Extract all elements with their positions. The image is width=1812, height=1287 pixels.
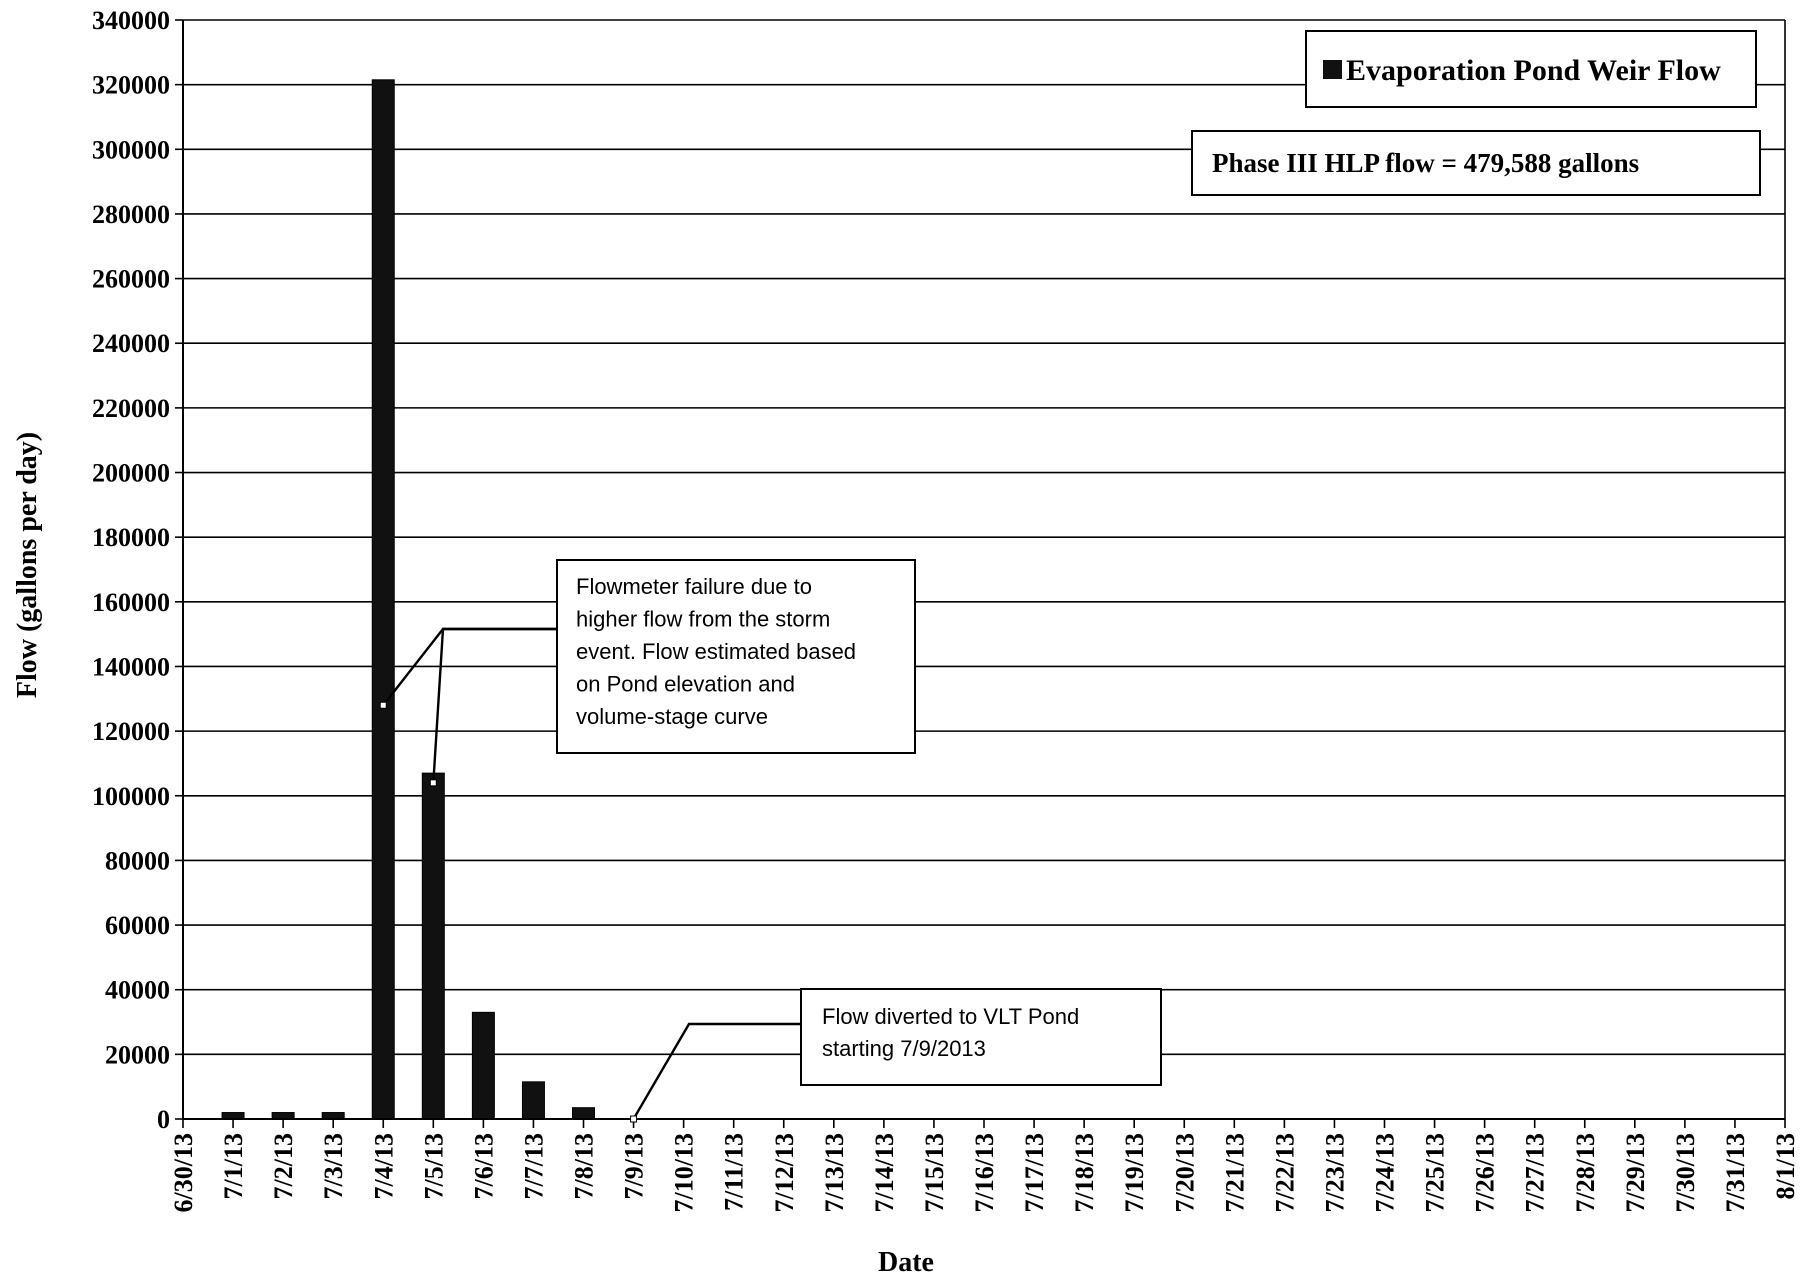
x-tick-label: 7/2/13 [269, 1133, 298, 1199]
y-tick-label: 100000 [92, 782, 170, 811]
callout-target-marker [630, 1115, 638, 1123]
x-tick-label: 7/13/13 [820, 1133, 849, 1212]
callout-text-line: on Pond elevation and [576, 672, 795, 697]
axes: 0 20000 40000 60000 80000 100000 120000 140000 1… [92, 6, 1800, 1212]
x-tick-label: 7/10/13 [670, 1133, 699, 1212]
y-tick-label: 140000 [92, 652, 170, 681]
legend-label: Evaporation Pond Weir Flow [1346, 54, 1721, 87]
x-tick-label: 7/7/13 [519, 1133, 548, 1199]
x-tick-label: 7/27/13 [1521, 1133, 1550, 1212]
x-tick-label: 7/21/13 [1220, 1133, 1249, 1212]
x-tick-label: 7/17/13 [1020, 1133, 1049, 1212]
y-tick-label: 120000 [92, 717, 170, 746]
y-tick-label: 260000 [92, 265, 170, 294]
legend-swatch [1323, 60, 1342, 79]
x-tick-label: 7/26/13 [1471, 1133, 1500, 1212]
callout-box [800, 988, 1162, 1086]
y-tick-label: 20000 [105, 1040, 170, 1069]
x-tick-label: 7/9/13 [620, 1133, 649, 1199]
x-tick-label: 7/25/13 [1421, 1133, 1450, 1212]
x-tick-label: 7/11/13 [720, 1133, 749, 1211]
callout-text-line: Flowmeter failure due to [576, 574, 812, 599]
bar [421, 772, 445, 1120]
x-tick-label: 7/24/13 [1371, 1133, 1400, 1212]
x-tick-label: 7/28/13 [1571, 1133, 1600, 1212]
bar [471, 1011, 495, 1120]
x-tick-label: 7/4/13 [369, 1133, 398, 1199]
y-tick-label: 280000 [92, 200, 170, 229]
bar [521, 1081, 545, 1120]
bar [572, 1107, 595, 1120]
x-tick-label: 7/15/13 [920, 1133, 949, 1212]
x-tick-label: 7/8/13 [570, 1133, 599, 1199]
bar [371, 79, 395, 1120]
y-tick-label: 220000 [92, 394, 170, 423]
x-tick-label: 7/16/13 [970, 1133, 999, 1212]
y-axis-title: Flow (gallons per day) [12, 432, 43, 698]
callout-text-line: higher flow from the storm [576, 607, 830, 632]
y-tick-label: 200000 [92, 459, 170, 488]
y-tick-label: 40000 [105, 976, 170, 1005]
y-tick-label: 320000 [92, 71, 170, 100]
y-tick-label: 0 [157, 1105, 170, 1134]
x-tick-label: 7/30/13 [1671, 1133, 1700, 1212]
total-flow-note-box [1191, 130, 1761, 196]
x-tick-label: 7/12/13 [770, 1133, 799, 1212]
y-tick-label: 300000 [92, 135, 170, 164]
x-tick-label: 7/22/13 [1270, 1133, 1299, 1212]
callout-leader-line [632, 1022, 801, 1120]
x-tick-label: 7/14/13 [870, 1133, 899, 1212]
legend: Evaporation Pond Weir Flow [1305, 30, 1757, 108]
y-tick-label: 180000 [92, 523, 170, 552]
x-tick-label: 7/20/13 [1170, 1133, 1199, 1212]
annotations: Flowmeter failure due to higher flow from… [379, 559, 1162, 1123]
gridlines [183, 19, 1785, 1056]
x-tick-label: 7/5/13 [419, 1133, 448, 1199]
x-tick-label: 7/3/13 [319, 1133, 348, 1199]
total-flow-note: Phase III HLP flow = 479,588 gallons [1191, 130, 1761, 196]
callout-target-marker [429, 779, 437, 787]
bars [221, 79, 595, 1120]
x-axis-title: Date [878, 1247, 934, 1278]
x-tick-label: 7/18/13 [1070, 1133, 1099, 1212]
callout-text-line: volume-stage curve [576, 704, 768, 729]
x-tick-label: 7/29/13 [1621, 1133, 1650, 1212]
x-tick-label: 7/19/13 [1120, 1133, 1149, 1212]
y-tick-label: 60000 [105, 911, 170, 940]
x-tick-label: 7/1/13 [219, 1133, 248, 1199]
y-tick-label: 80000 [105, 846, 170, 875]
y-tick-label: 160000 [92, 588, 170, 617]
y-tick-label: 240000 [92, 329, 170, 358]
x-tick-label: 7/23/13 [1320, 1133, 1349, 1212]
y-tick-label: 340000 [92, 6, 170, 35]
x-tick-label: 7/6/13 [469, 1133, 498, 1199]
total-flow-note-text: Phase III HLP flow = 479,588 gallons [1212, 148, 1639, 178]
callout-target-marker [379, 701, 387, 709]
x-tick-label: 7/31/13 [1721, 1133, 1750, 1212]
callout-text-line: starting 7/9/2013 [822, 1036, 986, 1061]
callout-box [556, 559, 916, 754]
callout-text-line: event. Flow estimated based [576, 639, 856, 664]
x-tick-label: 6/30/13 [169, 1133, 198, 1212]
x-tick-label: 8/1/13 [1771, 1133, 1800, 1199]
legend-box [1305, 30, 1757, 108]
callout-text-line: Flow diverted to VLT Pond [822, 1004, 1079, 1029]
callout-leader-line [432, 627, 557, 783]
